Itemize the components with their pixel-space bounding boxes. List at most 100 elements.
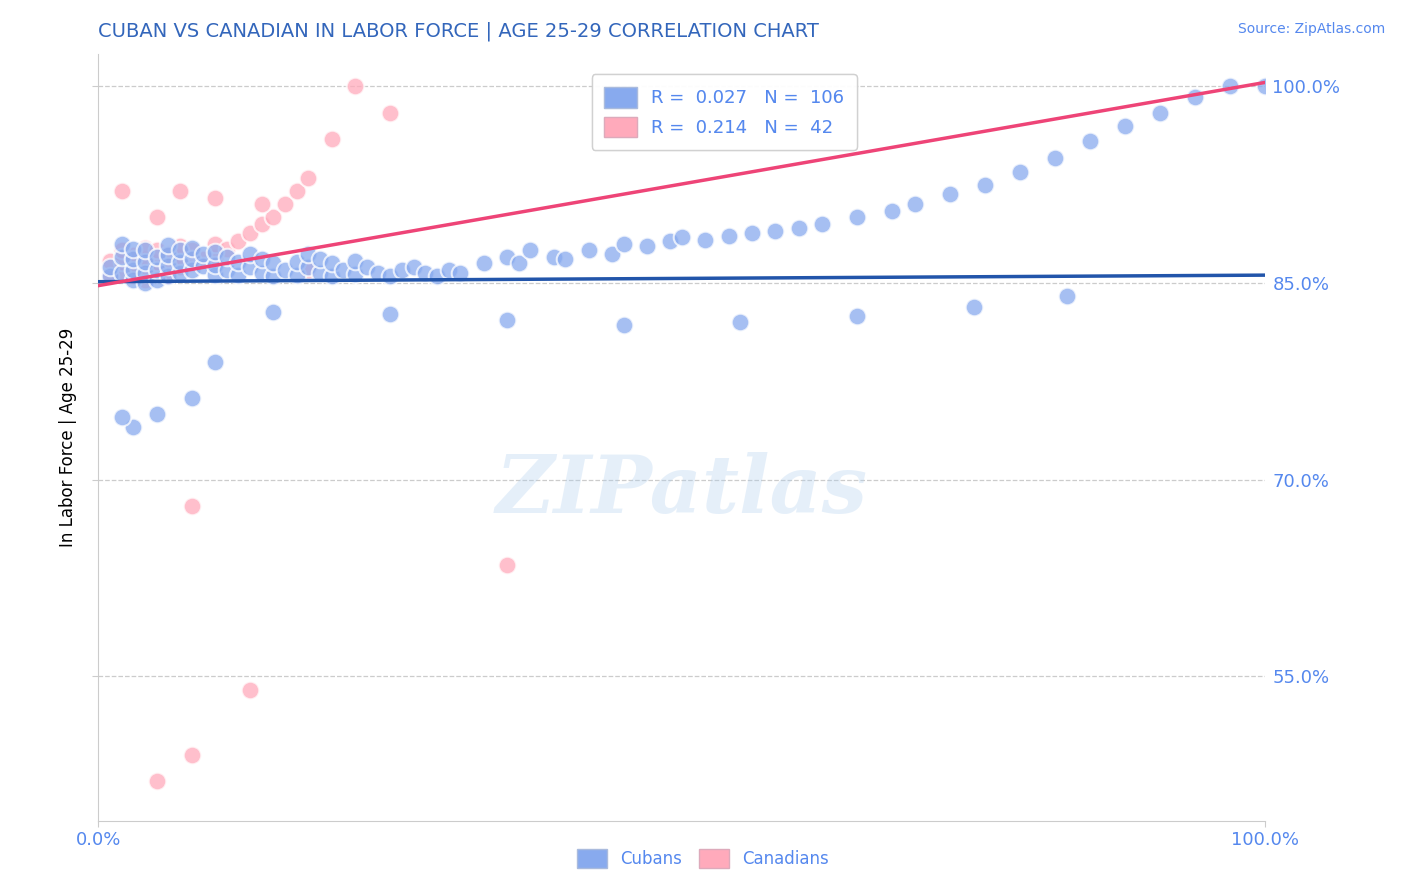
- Point: [228, 234, 250, 248]
- Point: [309, 266, 332, 280]
- Point: [146, 407, 169, 421]
- Point: [215, 250, 238, 264]
- Point: [1184, 90, 1206, 104]
- Point: [285, 255, 308, 269]
- Point: [741, 226, 763, 240]
- Point: [228, 255, 250, 269]
- Point: [157, 238, 180, 252]
- Point: [239, 247, 262, 261]
- Point: [111, 266, 134, 280]
- Point: [763, 223, 786, 237]
- Point: [344, 253, 367, 268]
- Point: [204, 244, 226, 259]
- Point: [180, 392, 202, 406]
- Point: [122, 263, 145, 277]
- Point: [204, 191, 226, 205]
- Point: [1080, 134, 1102, 148]
- Point: [636, 239, 658, 253]
- Point: [787, 221, 810, 235]
- Point: [193, 247, 215, 261]
- Point: [169, 239, 191, 253]
- Point: [846, 211, 869, 225]
- Point: [122, 242, 145, 256]
- Point: [134, 263, 156, 277]
- Point: [180, 263, 202, 277]
- Point: [250, 217, 273, 231]
- Point: [228, 268, 250, 282]
- Point: [134, 273, 156, 287]
- Point: [321, 132, 343, 146]
- Point: [111, 250, 134, 264]
- Point: [274, 197, 297, 211]
- Point: [730, 315, 752, 329]
- Point: [367, 266, 389, 280]
- Point: [250, 252, 273, 267]
- Point: [904, 197, 927, 211]
- Point: [146, 211, 169, 225]
- Point: [146, 774, 169, 789]
- Point: [262, 256, 284, 270]
- Point: [297, 171, 319, 186]
- Point: [157, 248, 180, 262]
- Point: [543, 250, 565, 264]
- Point: [239, 682, 262, 697]
- Point: [193, 259, 215, 273]
- Point: [111, 255, 134, 269]
- Point: [134, 241, 156, 255]
- Point: [413, 266, 436, 280]
- Point: [111, 409, 134, 424]
- Point: [134, 244, 156, 258]
- Point: [122, 273, 145, 287]
- Point: [309, 252, 332, 267]
- Point: [344, 267, 367, 281]
- Point: [695, 233, 717, 247]
- Point: [321, 256, 343, 270]
- Point: [250, 197, 273, 211]
- Point: [169, 255, 191, 269]
- Point: [939, 186, 962, 201]
- Point: [157, 259, 180, 273]
- Point: [344, 79, 367, 94]
- Point: [262, 211, 284, 225]
- Point: [180, 244, 202, 258]
- Point: [169, 260, 191, 275]
- Point: [472, 256, 495, 270]
- Point: [134, 266, 156, 280]
- Point: [846, 309, 869, 323]
- Point: [146, 255, 169, 269]
- Point: [169, 250, 191, 264]
- Point: [613, 318, 636, 332]
- Point: [380, 105, 402, 120]
- Point: [98, 253, 121, 268]
- Point: [1219, 79, 1241, 94]
- Point: [98, 269, 121, 284]
- Point: [122, 269, 145, 284]
- Point: [111, 184, 134, 198]
- Point: [180, 747, 202, 762]
- Point: [1056, 289, 1078, 303]
- Point: [321, 269, 343, 284]
- Point: [391, 263, 413, 277]
- Legend: R =  0.027   N =  106, R =  0.214   N =  42: R = 0.027 N = 106, R = 0.214 N = 42: [592, 74, 858, 150]
- Point: [134, 255, 156, 269]
- Point: [180, 256, 202, 270]
- Point: [157, 259, 180, 273]
- Point: [204, 268, 226, 282]
- Point: [426, 269, 449, 284]
- Point: [111, 244, 134, 258]
- Point: [215, 263, 238, 277]
- Point: [180, 499, 202, 513]
- Point: [1114, 119, 1136, 133]
- Point: [146, 244, 169, 258]
- Point: [122, 259, 145, 273]
- Point: [449, 266, 471, 280]
- Point: [659, 234, 682, 248]
- Point: [146, 273, 169, 287]
- Point: [974, 178, 997, 192]
- Point: [811, 217, 834, 231]
- Point: [122, 252, 145, 267]
- Text: Source: ZipAtlas.com: Source: ZipAtlas.com: [1237, 22, 1385, 37]
- Point: [122, 420, 145, 434]
- Point: [98, 260, 121, 275]
- Point: [274, 263, 297, 277]
